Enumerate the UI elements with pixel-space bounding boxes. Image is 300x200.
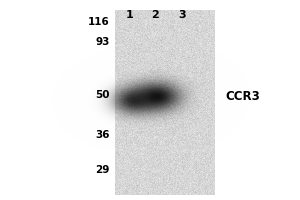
Text: CCR3: CCR3 (225, 90, 260, 102)
Text: 2: 2 (151, 10, 159, 20)
Text: 3: 3 (178, 10, 186, 20)
Text: 93: 93 (96, 37, 110, 47)
Text: 116: 116 (88, 17, 110, 27)
Text: 29: 29 (96, 165, 110, 175)
Text: 1: 1 (126, 10, 134, 20)
Text: 50: 50 (95, 90, 110, 100)
Text: 36: 36 (95, 130, 110, 140)
